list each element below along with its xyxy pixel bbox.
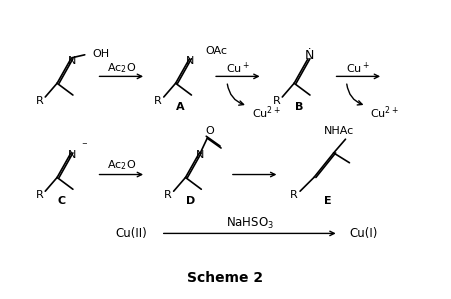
Text: Ac$_2$O: Ac$_2$O <box>107 62 136 75</box>
Text: R: R <box>36 190 43 200</box>
Text: C: C <box>58 196 66 206</box>
Text: Cu(I): Cu(I) <box>349 227 377 240</box>
Text: Cu$^+$: Cu$^+$ <box>226 61 250 76</box>
Text: N: N <box>68 56 76 66</box>
Text: R: R <box>164 190 172 200</box>
Text: A: A <box>176 102 185 112</box>
Text: Cu$^{2+}$: Cu$^{2+}$ <box>252 104 281 121</box>
Text: Scheme 2: Scheme 2 <box>187 271 263 285</box>
Text: Cu$^+$: Cu$^+$ <box>346 61 370 76</box>
Text: R: R <box>154 96 162 106</box>
Text: NHAc: NHAc <box>323 126 354 136</box>
Text: R: R <box>290 190 298 200</box>
Text: OH: OH <box>92 49 110 59</box>
Text: OAc: OAc <box>205 46 227 56</box>
Text: E: E <box>324 196 331 206</box>
Text: R: R <box>36 96 43 106</box>
Text: N: N <box>186 56 195 66</box>
Text: Cu(II): Cu(II) <box>115 227 147 240</box>
Text: $^-$: $^-$ <box>80 141 88 151</box>
Text: O: O <box>206 126 215 136</box>
Text: Cu$^{2+}$: Cu$^{2+}$ <box>370 104 399 121</box>
Text: N: N <box>196 150 204 160</box>
Text: R: R <box>272 96 281 106</box>
Text: Ṅ: Ṅ <box>304 49 313 62</box>
Text: NaHSO$_3$: NaHSO$_3$ <box>226 216 274 231</box>
Text: B: B <box>295 102 303 112</box>
Text: Ac$_2$O: Ac$_2$O <box>107 158 136 172</box>
Text: D: D <box>186 196 195 206</box>
Text: N: N <box>68 150 76 160</box>
